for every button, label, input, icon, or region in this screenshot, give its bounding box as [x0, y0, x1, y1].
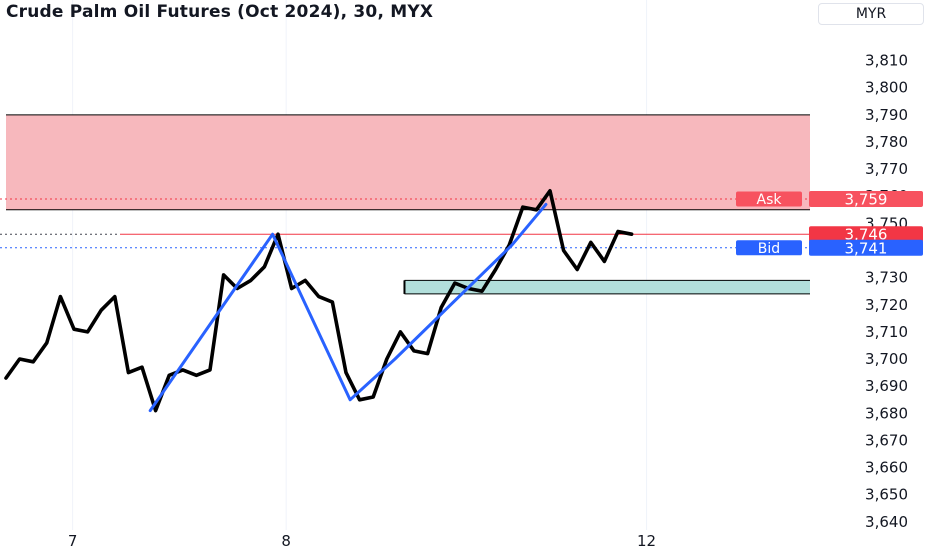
chart-grid [72, 0, 648, 530]
last-price-value: 3,746 [845, 226, 888, 244]
time-axis: 7 8 12 [68, 532, 656, 550]
ask-price-value: 3,759 [845, 190, 888, 208]
y-tick-label: 3,660 [865, 459, 908, 477]
zones-layer [6, 114, 810, 295]
series-layer [4, 189, 634, 413]
bid-label-box [736, 240, 802, 256]
bid-label: Bid [758, 241, 780, 257]
zigzag-series-line [148, 202, 548, 413]
price-levels [0, 198, 810, 249]
y-tick-label: 3,790 [865, 106, 908, 124]
ask-label: Ask [757, 192, 783, 208]
y-tick-label: 3,690 [865, 377, 908, 395]
y-tick-label: 3,650 [865, 486, 908, 504]
y-tick-label: 3,680 [865, 404, 908, 422]
last-price-tag [809, 226, 923, 243]
y-tick-label: 3,810 [865, 52, 908, 70]
ask-label-box [736, 191, 802, 207]
chart-title: Crude Palm Oil Futures (Oct 2024), 30, M… [6, 2, 434, 22]
x-tick-label: 7 [68, 532, 78, 550]
y-tick-label: 3,720 [865, 296, 908, 314]
y-tick-label: 3,770 [865, 160, 908, 178]
x-tick-label: 8 [281, 532, 291, 550]
y-tick-label: 3,710 [865, 323, 908, 341]
y-tick-label: 3,780 [865, 133, 908, 151]
y-tick-label: 3,670 [865, 431, 908, 449]
y-tick-label: 3,730 [865, 269, 908, 287]
price-series-line [4, 189, 634, 413]
price-axis: 3,640 3,650 3,660 3,670 3,680 3,690 3,700 3,710… [865, 52, 908, 531]
currency-button[interactable]: MYR [818, 3, 924, 25]
ask-price-tag [809, 190, 923, 207]
bid-price-tag [809, 239, 923, 256]
y-tick-label: 3,800 [865, 79, 908, 97]
bid-price-value: 3,741 [845, 239, 888, 257]
supply-zone [6, 114, 810, 210]
y-tick-label: 3,700 [865, 350, 908, 368]
demand-zone [404, 280, 810, 294]
y-tick-label: 3,640 [865, 513, 908, 531]
x-tick-label: 12 [637, 532, 656, 550]
